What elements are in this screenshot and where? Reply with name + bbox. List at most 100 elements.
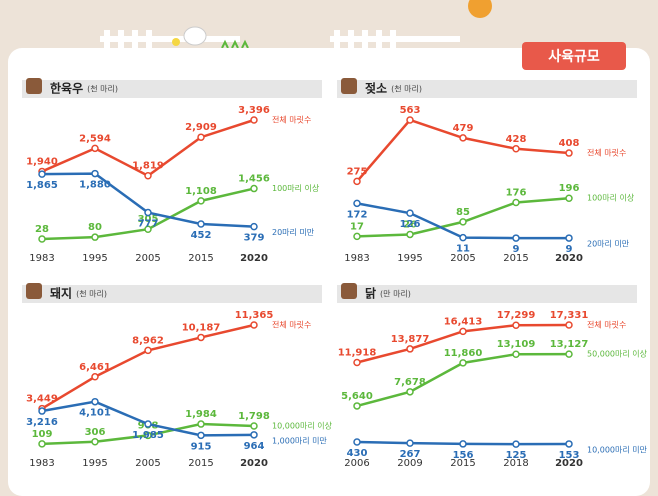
legend-label: 100마리 이상 [272, 183, 320, 193]
value-label: 563 [400, 105, 421, 116]
header-bar [22, 285, 322, 303]
point [353, 177, 361, 186]
point [91, 233, 99, 241]
value-label: 275 [347, 166, 368, 177]
x-tick-label: 2020 [240, 458, 268, 469]
point [38, 407, 46, 415]
point [565, 440, 573, 448]
value-label: 17,331 [550, 310, 589, 321]
legend-label: 전체 마릿수 [587, 148, 626, 158]
point [512, 350, 520, 358]
value-label: 777 [138, 219, 159, 230]
value-label: 109 [32, 429, 53, 440]
value-label: 305 [138, 214, 159, 225]
value-label: 1,984 [185, 409, 217, 420]
point [459, 134, 467, 142]
badge-bg [522, 42, 626, 70]
x-tick-label: 2020 [555, 253, 583, 264]
point [565, 350, 573, 358]
value-label: 1,819 [132, 161, 164, 172]
value-label: 267 [400, 449, 421, 460]
point [144, 171, 152, 180]
point [250, 222, 258, 231]
point [38, 440, 46, 448]
value-label: 11 [456, 244, 470, 255]
x-tick-label: 1995 [82, 253, 107, 264]
x-tick-label: 2005 [450, 253, 475, 264]
point [250, 431, 258, 439]
x-tick-label: 2020 [555, 458, 583, 469]
chart-subtitle: (천 마리) [87, 84, 118, 94]
chart-title: 한육우 [50, 81, 83, 96]
point [91, 397, 99, 406]
point [353, 438, 361, 446]
value-label: 408 [559, 138, 580, 149]
x-tick-label: 2015 [188, 253, 213, 264]
point [197, 420, 205, 428]
point [406, 439, 414, 447]
value-label: 4,101 [79, 408, 111, 419]
point [91, 144, 99, 153]
point [565, 194, 573, 202]
value-label: 7,678 [394, 377, 426, 388]
point [144, 208, 152, 217]
value-label: 13,127 [550, 339, 589, 350]
point [353, 358, 361, 367]
point [250, 321, 258, 329]
point [459, 233, 467, 242]
chart-title: 젖소 [365, 81, 387, 96]
legend-label: 100마리 이상 [587, 193, 635, 203]
point [512, 440, 520, 448]
value-label: 11,365 [235, 310, 274, 321]
point [197, 133, 205, 141]
header-bar [337, 285, 637, 303]
legend-label: 10,000마리 미만 [587, 445, 648, 454]
value-label: 11,860 [444, 348, 483, 359]
value-label: 1,985 [132, 430, 164, 441]
x-tick-label: 2005 [135, 458, 160, 469]
point [144, 225, 152, 233]
value-label: 125 [506, 450, 527, 461]
legend-label: 20마리 미만 [587, 240, 630, 249]
value-label: 26 [403, 219, 417, 230]
value-label: 11,918 [338, 347, 377, 358]
chart-title: 닭 [365, 286, 376, 301]
point [512, 198, 520, 207]
legend-label: 전체 마릿수 [272, 115, 311, 125]
value-label: 16,413 [444, 316, 483, 327]
point [353, 232, 361, 241]
value-label: 10,187 [182, 322, 221, 333]
value-label: 80 [88, 222, 102, 233]
x-tick-label: 2018 [503, 458, 528, 469]
value-label: 156 [453, 450, 474, 461]
point [459, 359, 467, 367]
point [512, 145, 520, 153]
point [353, 402, 361, 410]
point [197, 197, 205, 205]
x-tick-label: 2009 [397, 458, 422, 469]
point [91, 169, 99, 178]
value-label: 17 [350, 221, 364, 232]
x-tick-label: 2015 [503, 253, 528, 264]
point [459, 218, 467, 226]
legend-label: 1,000마리 미만 [272, 436, 328, 445]
point [250, 116, 258, 124]
x-tick-label: 1983 [344, 253, 369, 264]
value-label: 172 [347, 209, 368, 220]
point [144, 346, 152, 355]
legend-label: 전체 마릿수 [272, 320, 311, 330]
point [38, 235, 46, 243]
legend-label: 전체 마릿수 [587, 320, 626, 330]
point [406, 388, 414, 396]
value-label: 9 [566, 244, 573, 255]
header-bar [22, 80, 322, 98]
point [459, 440, 467, 448]
value-label: 28 [35, 224, 49, 235]
point [565, 149, 573, 157]
point [512, 234, 520, 242]
point [565, 321, 573, 329]
legend-label: 50,000마리 이상 [587, 349, 648, 359]
value-label: 3,449 [26, 394, 58, 405]
value-label: 1,108 [185, 186, 217, 197]
